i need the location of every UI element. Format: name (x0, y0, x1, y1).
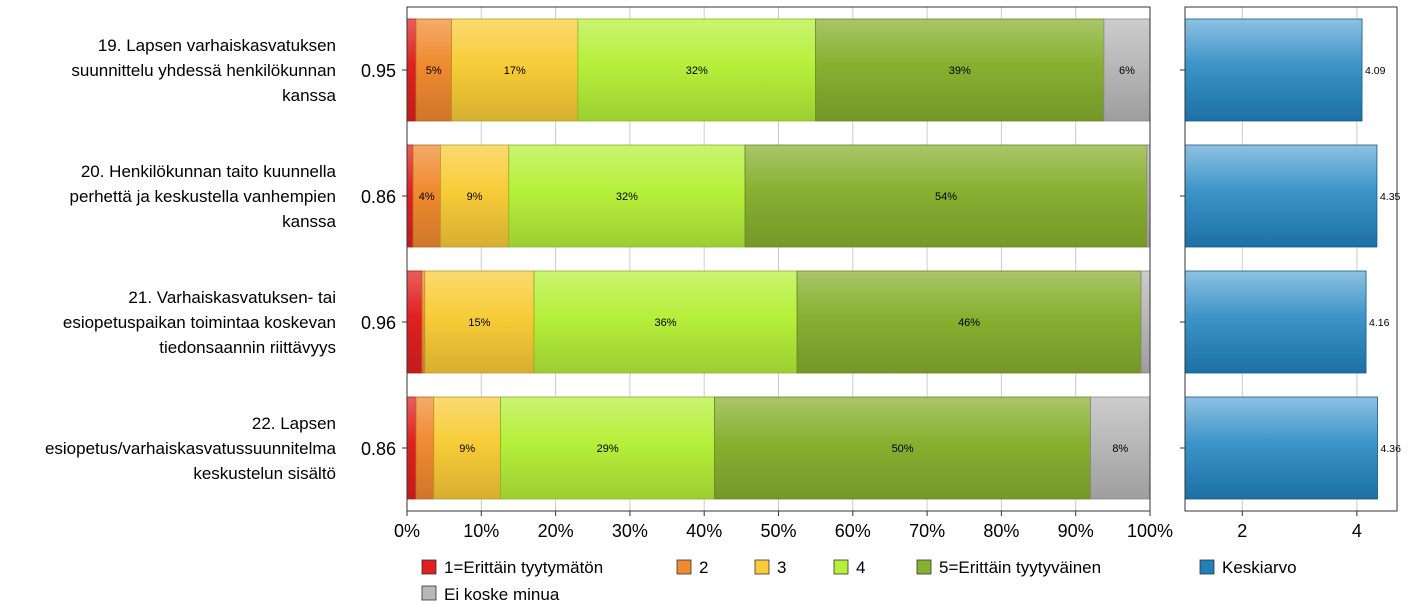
x-tick-label: 40% (686, 521, 722, 541)
legend-label: Keskiarvo (1222, 558, 1297, 577)
legend-label: Ei koske minua (444, 585, 560, 604)
bar-segment (500, 396, 716, 500)
legend-label: 1=Erittäin tyytymätön (444, 558, 603, 577)
bar-segment (815, 18, 1105, 122)
legend-label: 5=Erittäin tyytyväinen (939, 558, 1101, 577)
question-label-line: perhettä ja keskustella vanhempien (70, 187, 337, 206)
bar-segment (714, 396, 1091, 500)
bar-segment (406, 144, 414, 248)
bar-segment (406, 396, 417, 500)
segment-value-label: 4% (419, 191, 435, 203)
bar-segment (744, 144, 1148, 248)
mean-bar (1184, 144, 1378, 248)
legend-swatch (916, 559, 932, 575)
question-label-line: kanssa (282, 212, 336, 231)
question-labels: 19. Lapsen varhaiskasvatuksen suunnittelu… (45, 36, 407, 483)
x-tick-label: 90% (1058, 521, 1094, 541)
bar-segment (1140, 270, 1151, 374)
x-axis-ticks: 0% 10% 20% 30% 40% 50% 60% 70% 80% 90% 100% (394, 511, 1173, 541)
bar-segment (406, 270, 423, 374)
question-label-line: kanssa (282, 86, 336, 105)
mean-bar (1184, 270, 1367, 374)
bar-segment (577, 18, 817, 122)
question-label-line: 21. Varhaiskasvatuksen- tai (128, 288, 336, 307)
legend-label: 2 (699, 558, 708, 577)
x-tick-label: 80% (983, 521, 1019, 541)
segment-value-label: 5% (426, 65, 442, 77)
segment-value-label: 36% (655, 317, 677, 329)
question-label-line: suunnittelu yhdessä henkilökunnan (71, 61, 336, 80)
std-deviation-label: 0.96 (361, 313, 396, 333)
x-tick-label: 60% (835, 521, 871, 541)
stacked-bars: 5% 17% 32% 39% 6% 4% 9% 32% 54% 15% 36% 46% 9% 29% 50%… (406, 18, 1151, 500)
legend-swatch (833, 559, 849, 575)
bar-segment (533, 270, 798, 374)
segment-value-label: 32% (616, 191, 638, 203)
legend: 1=Erittäin tyytymätön 2 3 4 5=Erittäin tyyty… (421, 558, 1297, 604)
mean-value-label: 4.36 (1381, 443, 1402, 455)
x-tick-label: 100% (1127, 521, 1173, 541)
std-deviation-label: 0.86 (361, 187, 396, 207)
segment-value-label: 6% (1119, 65, 1135, 77)
segment-value-label: 9% (467, 191, 483, 203)
segment-value-label: 17% (504, 65, 526, 77)
legend-label: 4 (856, 558, 865, 577)
bar-segment (1103, 18, 1151, 122)
bar-segment (451, 18, 579, 122)
x-tick-label: 30% (612, 521, 648, 541)
x-tick-label: 50% (760, 521, 796, 541)
question-label-line: 20. Henkilökunnan taito kuunnella (81, 162, 337, 181)
segment-value-label: 29% (597, 443, 619, 455)
question-label-line: 22. Lapsen (252, 414, 336, 433)
bar-segment (508, 144, 746, 248)
std-deviation-label: 0.86 (361, 439, 396, 459)
x-tick-label: 0% (394, 521, 420, 541)
segment-value-label: 46% (958, 317, 980, 329)
x-tick-label: 70% (909, 521, 945, 541)
mean-bars: 4.09 4.35 4.16 4.36 (1184, 18, 1402, 500)
question-label-line: 19. Lapsen varhaiskasvatuksen (98, 36, 336, 55)
segment-value-label: 32% (686, 65, 708, 77)
segment-value-label: 39% (949, 65, 971, 77)
bar-segment (440, 144, 510, 248)
mean-tick-label: 2 (1237, 521, 1247, 541)
bar-segment (796, 270, 1142, 374)
legend-label: 3 (777, 558, 786, 577)
legend-swatch (754, 559, 770, 575)
bar-segment (1090, 396, 1151, 500)
bar-segment (421, 270, 426, 374)
legend-swatch (421, 559, 437, 575)
mean-value-label: 4.16 (1369, 317, 1390, 329)
mean-plot-frame (1184, 6, 1398, 512)
segment-value-label: 50% (892, 443, 914, 455)
segment-value-label: 9% (459, 443, 475, 455)
legend-swatch (421, 585, 437, 601)
mean-tick-label: 4 (1352, 521, 1362, 541)
mean-bar (1184, 396, 1378, 500)
legend-swatch (676, 559, 692, 575)
bar-segment (406, 18, 417, 122)
x-tick-label: 20% (538, 521, 574, 541)
bar-segment (424, 270, 535, 374)
mean-value-label: 4.35 (1380, 191, 1401, 203)
std-deviation-label: 0.95 (361, 61, 396, 81)
segment-value-label: 15% (468, 317, 490, 329)
legend-swatch (1199, 559, 1215, 575)
question-label-line: esiopetuspaikan toimintaa koskevan (63, 313, 336, 332)
question-label-line: keskustelun sisältö (193, 464, 336, 483)
mean-value-label: 4.09 (1365, 65, 1386, 77)
segment-value-label: 54% (935, 191, 957, 203)
segment-value-label: 8% (1112, 443, 1128, 455)
bar-segment (415, 396, 435, 500)
mean-bar (1184, 18, 1363, 122)
x-tick-label: 10% (463, 521, 499, 541)
question-label-line: tiedonsaannin riittävyys (159, 338, 336, 357)
question-label-line: esiopetus/varhaiskasvatussuunnitelma (45, 439, 337, 458)
bar-segment (415, 18, 452, 122)
